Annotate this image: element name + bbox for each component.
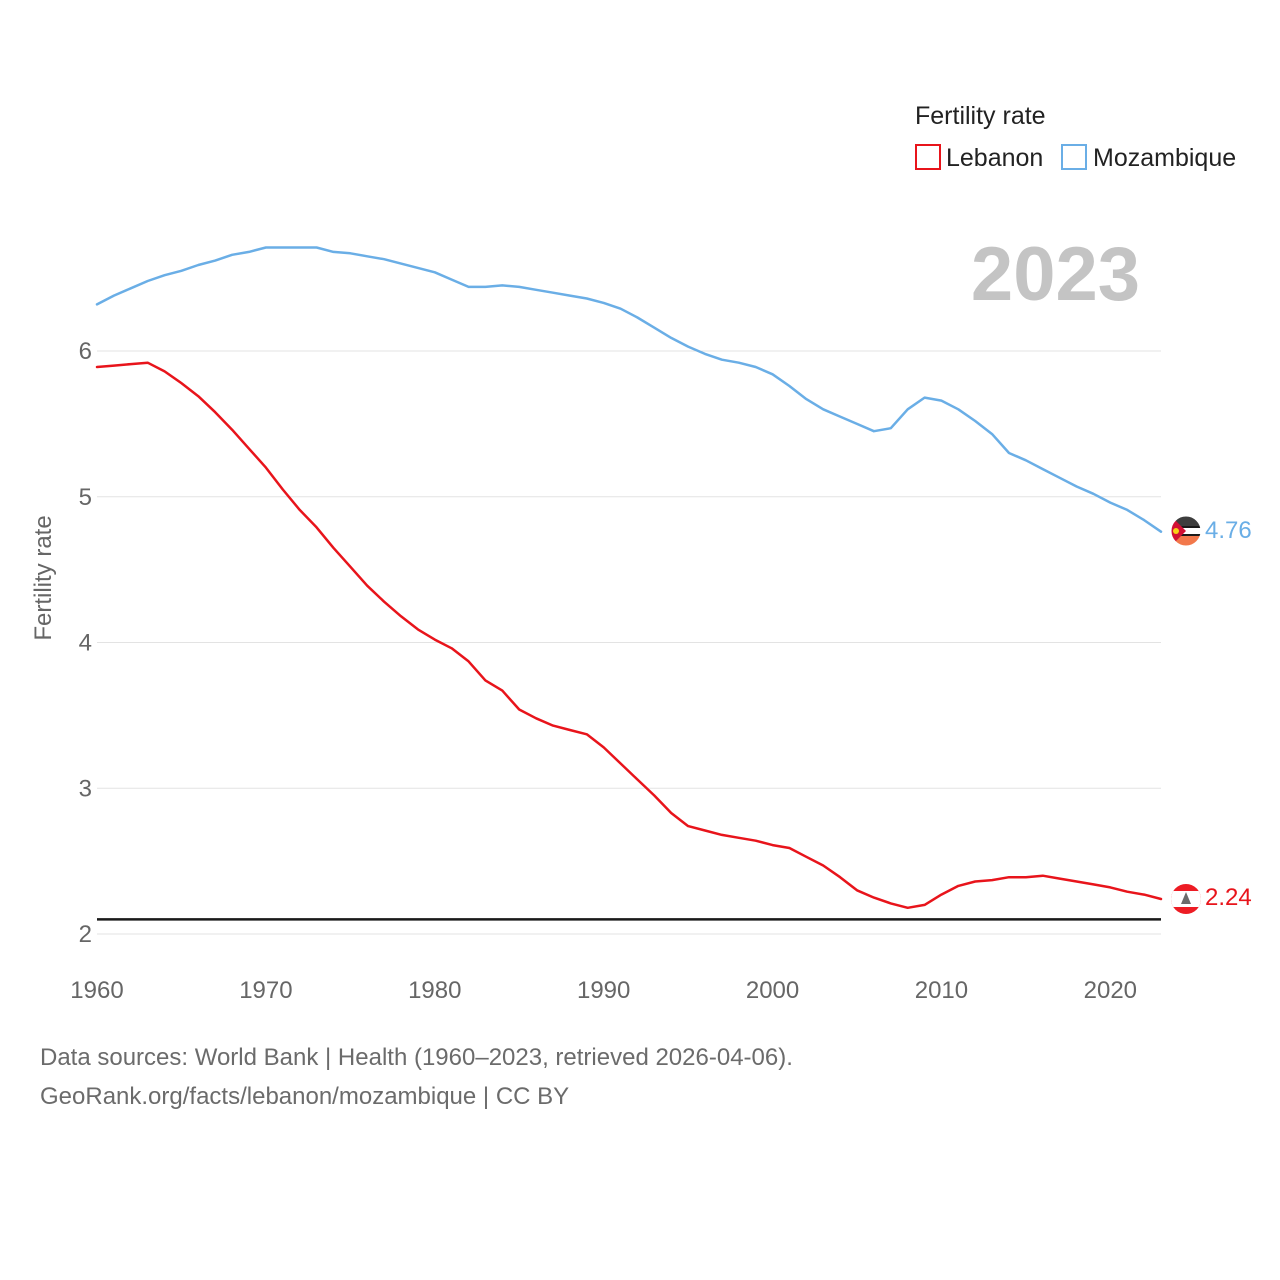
x-tick-label: 2010 [915,977,968,1004]
lebanon-flag-icon [1171,884,1201,914]
series-line-mozambique [95,246,1163,533]
y-tick-label: 3 [79,775,92,802]
series-line-lebanon [95,361,1163,910]
end-marker-lebanon: 2.24 [1171,884,1252,914]
x-tick-label: 1960 [70,977,123,1004]
y-axis-title: Fertility rate [30,515,57,640]
y-tick-label: 2 [79,921,92,948]
legend-swatch-mozambique [1061,144,1087,170]
grid-layer [97,350,1161,935]
year-label: 2023 [971,232,1140,317]
data-source-line: Data sources: World Bank | Health (1960–… [40,1044,793,1071]
end-value-mozambique: 4.76 [1205,517,1252,544]
x-tick-label: 1980 [408,977,461,1004]
y-tick-label: 5 [79,484,92,511]
axis-layer: 2 3 4 5 6 1960 1970 1980 1990 2000 2010 2020 [70,338,1137,1004]
end-value-lebanon: 2.24 [1205,884,1252,911]
x-tick-label: 1970 [239,977,292,1004]
x-tick-label: 2020 [1084,977,1137,1004]
x-tick-label: 2000 [746,977,799,1004]
legend-label-mozambique: Mozambique [1093,144,1236,172]
end-marker-mozambique: 4.76 [1170,515,1252,547]
y-tick-label: 6 [79,338,92,365]
legend-label-lebanon: Lebanon [946,144,1043,172]
y-tick-label: 4 [79,630,92,657]
legend-title: Fertility rate [915,102,1046,130]
legend-swatch-lebanon [915,144,941,170]
x-tick-label: 1990 [577,977,630,1004]
series-layer [95,246,1163,910]
legend: Fertility rate Lebanon Mozambique [915,102,1236,172]
source-url-line: GeoRank.org/facts/lebanon/mozambique | C… [40,1083,570,1110]
mozambique-flag-icon [1171,516,1201,546]
